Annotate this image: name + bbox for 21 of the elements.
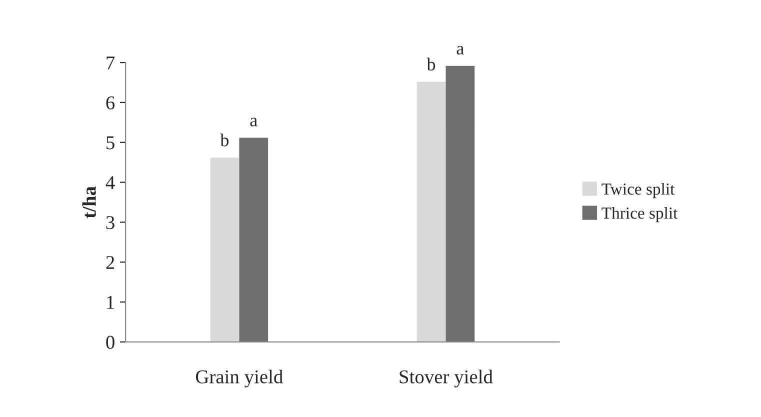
y-tick-label: 3 xyxy=(106,216,114,230)
y-tick-label: 0 xyxy=(106,336,114,349)
legend-label: Thrice split xyxy=(602,207,678,222)
y-tick-label: 2 xyxy=(106,256,114,269)
bar xyxy=(239,138,268,342)
legend-label: Twice split xyxy=(602,182,675,198)
bar xyxy=(416,82,446,342)
x-tick-label: Stover yield xyxy=(400,370,493,388)
y-tick-label: 1 xyxy=(107,296,114,309)
data-label: a xyxy=(456,46,464,55)
data-label: b xyxy=(426,58,436,71)
bar xyxy=(210,158,240,342)
y-tick-label: 7 xyxy=(106,56,115,70)
x-tick-label: Grain yield xyxy=(196,370,283,388)
data-label: b xyxy=(220,134,229,146)
y-axis-title: t/ha xyxy=(82,186,96,218)
y-tick-label: 5 xyxy=(106,136,114,150)
bar xyxy=(446,66,475,342)
y-tick-label: 4 xyxy=(106,176,115,190)
data-label: a xyxy=(250,118,258,126)
y-tick-label: 6 xyxy=(106,96,115,110)
